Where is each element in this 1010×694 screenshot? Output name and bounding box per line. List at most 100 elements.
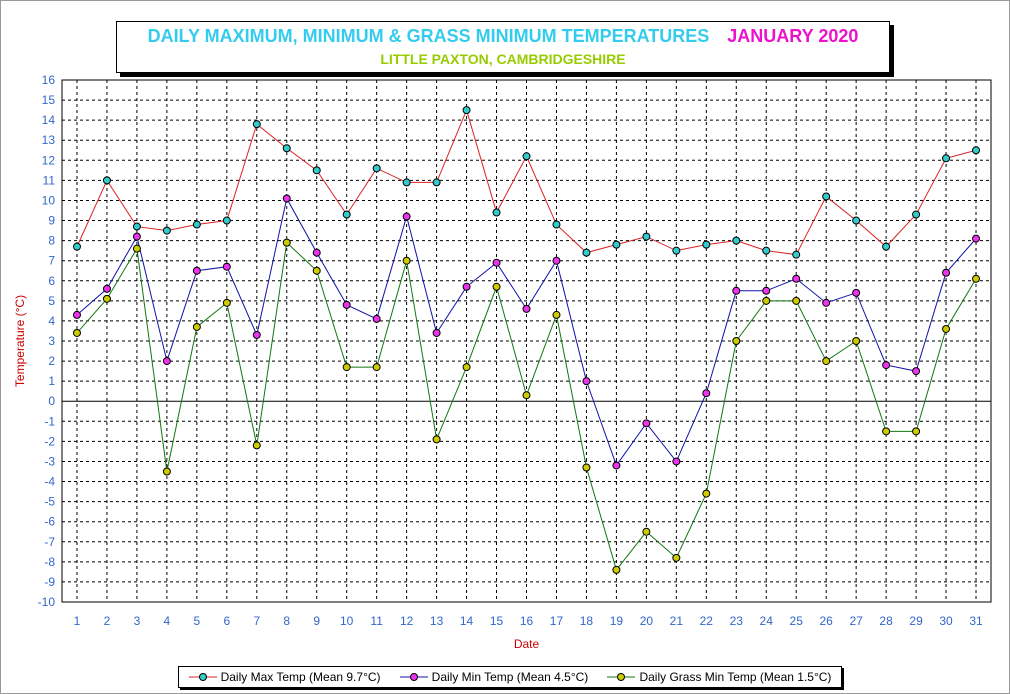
x-tick-label: 20	[640, 614, 654, 628]
chart-title: DAILY MAXIMUM, MINIMUM & GRASS MINIMUM T…	[147, 26, 710, 46]
y-tick-label: 12	[42, 153, 56, 167]
series-1-point	[102, 284, 111, 293]
y-tick-label: -3	[44, 454, 55, 468]
series-0-point	[612, 240, 621, 249]
series-2-point	[342, 363, 351, 372]
legend-item-2: Daily Grass Min Temp (Mean 1.5°C)	[607, 670, 831, 684]
series-0-point	[312, 166, 321, 175]
series-1-point	[222, 262, 231, 271]
series-0-point	[132, 222, 141, 231]
series-0-point	[642, 232, 651, 241]
y-tick-label: 14	[42, 113, 56, 127]
y-tick-label: 6	[48, 274, 55, 288]
series-1-point	[762, 286, 771, 295]
x-tick-label: 22	[700, 614, 714, 628]
x-tick-label: 12	[400, 614, 414, 628]
series-1-point	[822, 298, 831, 307]
x-tick-label: 16	[520, 614, 534, 628]
series-0-point	[522, 152, 531, 161]
series-1-point	[702, 389, 711, 398]
series-2-point	[822, 357, 831, 366]
series-1-point	[492, 258, 501, 267]
series-0-point	[492, 208, 501, 217]
series-0-point	[732, 236, 741, 245]
series-0-point	[822, 192, 831, 201]
legend-swatch	[188, 673, 217, 681]
legend: Daily Max Temp (Mean 9.7°C) Daily Min Tem…	[178, 666, 842, 688]
y-tick-label: 2	[48, 354, 55, 368]
series-1-point	[522, 304, 531, 313]
series-0-point	[672, 246, 681, 255]
series-0-point	[102, 176, 111, 185]
series-0-point	[342, 210, 351, 219]
x-tick-label: 5	[194, 614, 201, 628]
series-1-point	[372, 314, 381, 323]
series-0-point	[432, 178, 441, 187]
x-tick-label: 8	[283, 614, 290, 628]
x-tick-label: 25	[790, 614, 804, 628]
series-1-point	[312, 248, 321, 257]
y-tick-label: 13	[42, 133, 56, 147]
series-1-point	[792, 274, 801, 283]
y-tick-label: 1	[48, 374, 55, 388]
series-1-point	[462, 282, 471, 291]
legend-swatch	[607, 673, 636, 681]
y-tick-label: -2	[44, 434, 55, 448]
y-tick-label: 15	[42, 93, 56, 107]
y-tick-label: -5	[44, 495, 55, 509]
x-tick-label: 3	[134, 614, 141, 628]
series-0-point	[912, 210, 921, 219]
x-tick-label: 15	[490, 614, 504, 628]
x-tick-label: 19	[610, 614, 624, 628]
series-0-point	[72, 242, 81, 251]
y-tick-label: 3	[48, 334, 55, 348]
series-0-point	[282, 144, 291, 153]
series-2-point	[612, 565, 621, 574]
series-2-point	[282, 238, 291, 247]
x-tick-label: 28	[879, 614, 893, 628]
x-tick-label: 24	[760, 614, 774, 628]
series-0-point	[162, 226, 171, 235]
series-2-point	[552, 310, 561, 319]
series-2-point	[102, 294, 111, 303]
legend-label: Daily Max Temp (Mean 9.7°C)	[220, 670, 381, 684]
x-tick-label: 18	[580, 614, 594, 628]
series-0-point	[852, 216, 861, 225]
series-1-point	[582, 377, 591, 386]
series-2-point	[852, 337, 861, 345]
x-tick-label: 11	[370, 614, 383, 628]
y-tick-label: 0	[48, 394, 55, 408]
series-2-point	[252, 441, 261, 450]
series-2-point	[312, 266, 321, 275]
x-tick-label: 13	[430, 614, 444, 628]
x-tick-label: 9	[313, 614, 320, 628]
series-2-point	[222, 298, 231, 307]
series-1-point	[672, 457, 681, 466]
series-0-point	[762, 246, 771, 255]
x-tick-label: 2	[104, 614, 111, 628]
y-tick-label: -1	[44, 414, 55, 428]
y-axis-label: Temperature (°C)	[13, 295, 27, 387]
x-tick-label: 21	[670, 614, 684, 628]
series-1-point	[162, 357, 171, 366]
series-2-point	[192, 322, 201, 331]
y-tick-label: 5	[48, 294, 55, 308]
x-tick-label: 10	[340, 614, 354, 628]
x-tick-label: 7	[253, 614, 260, 628]
y-tick-label: 16	[42, 73, 56, 87]
x-tick-label: 30	[939, 614, 953, 628]
series-2-point	[912, 427, 921, 436]
series-2-point	[702, 489, 711, 498]
x-tick-label: 14	[460, 614, 474, 628]
x-tick-label: 4	[164, 614, 171, 628]
x-tick-label: 27	[849, 614, 863, 628]
series-0-point	[792, 250, 801, 259]
series-1-point	[282, 194, 291, 203]
series-0-point	[252, 120, 261, 129]
series-1-point	[252, 330, 261, 339]
series-1-point	[402, 212, 411, 221]
x-tick-label: 29	[909, 614, 923, 628]
series-2-point	[672, 553, 681, 562]
series-1-point	[852, 288, 861, 297]
